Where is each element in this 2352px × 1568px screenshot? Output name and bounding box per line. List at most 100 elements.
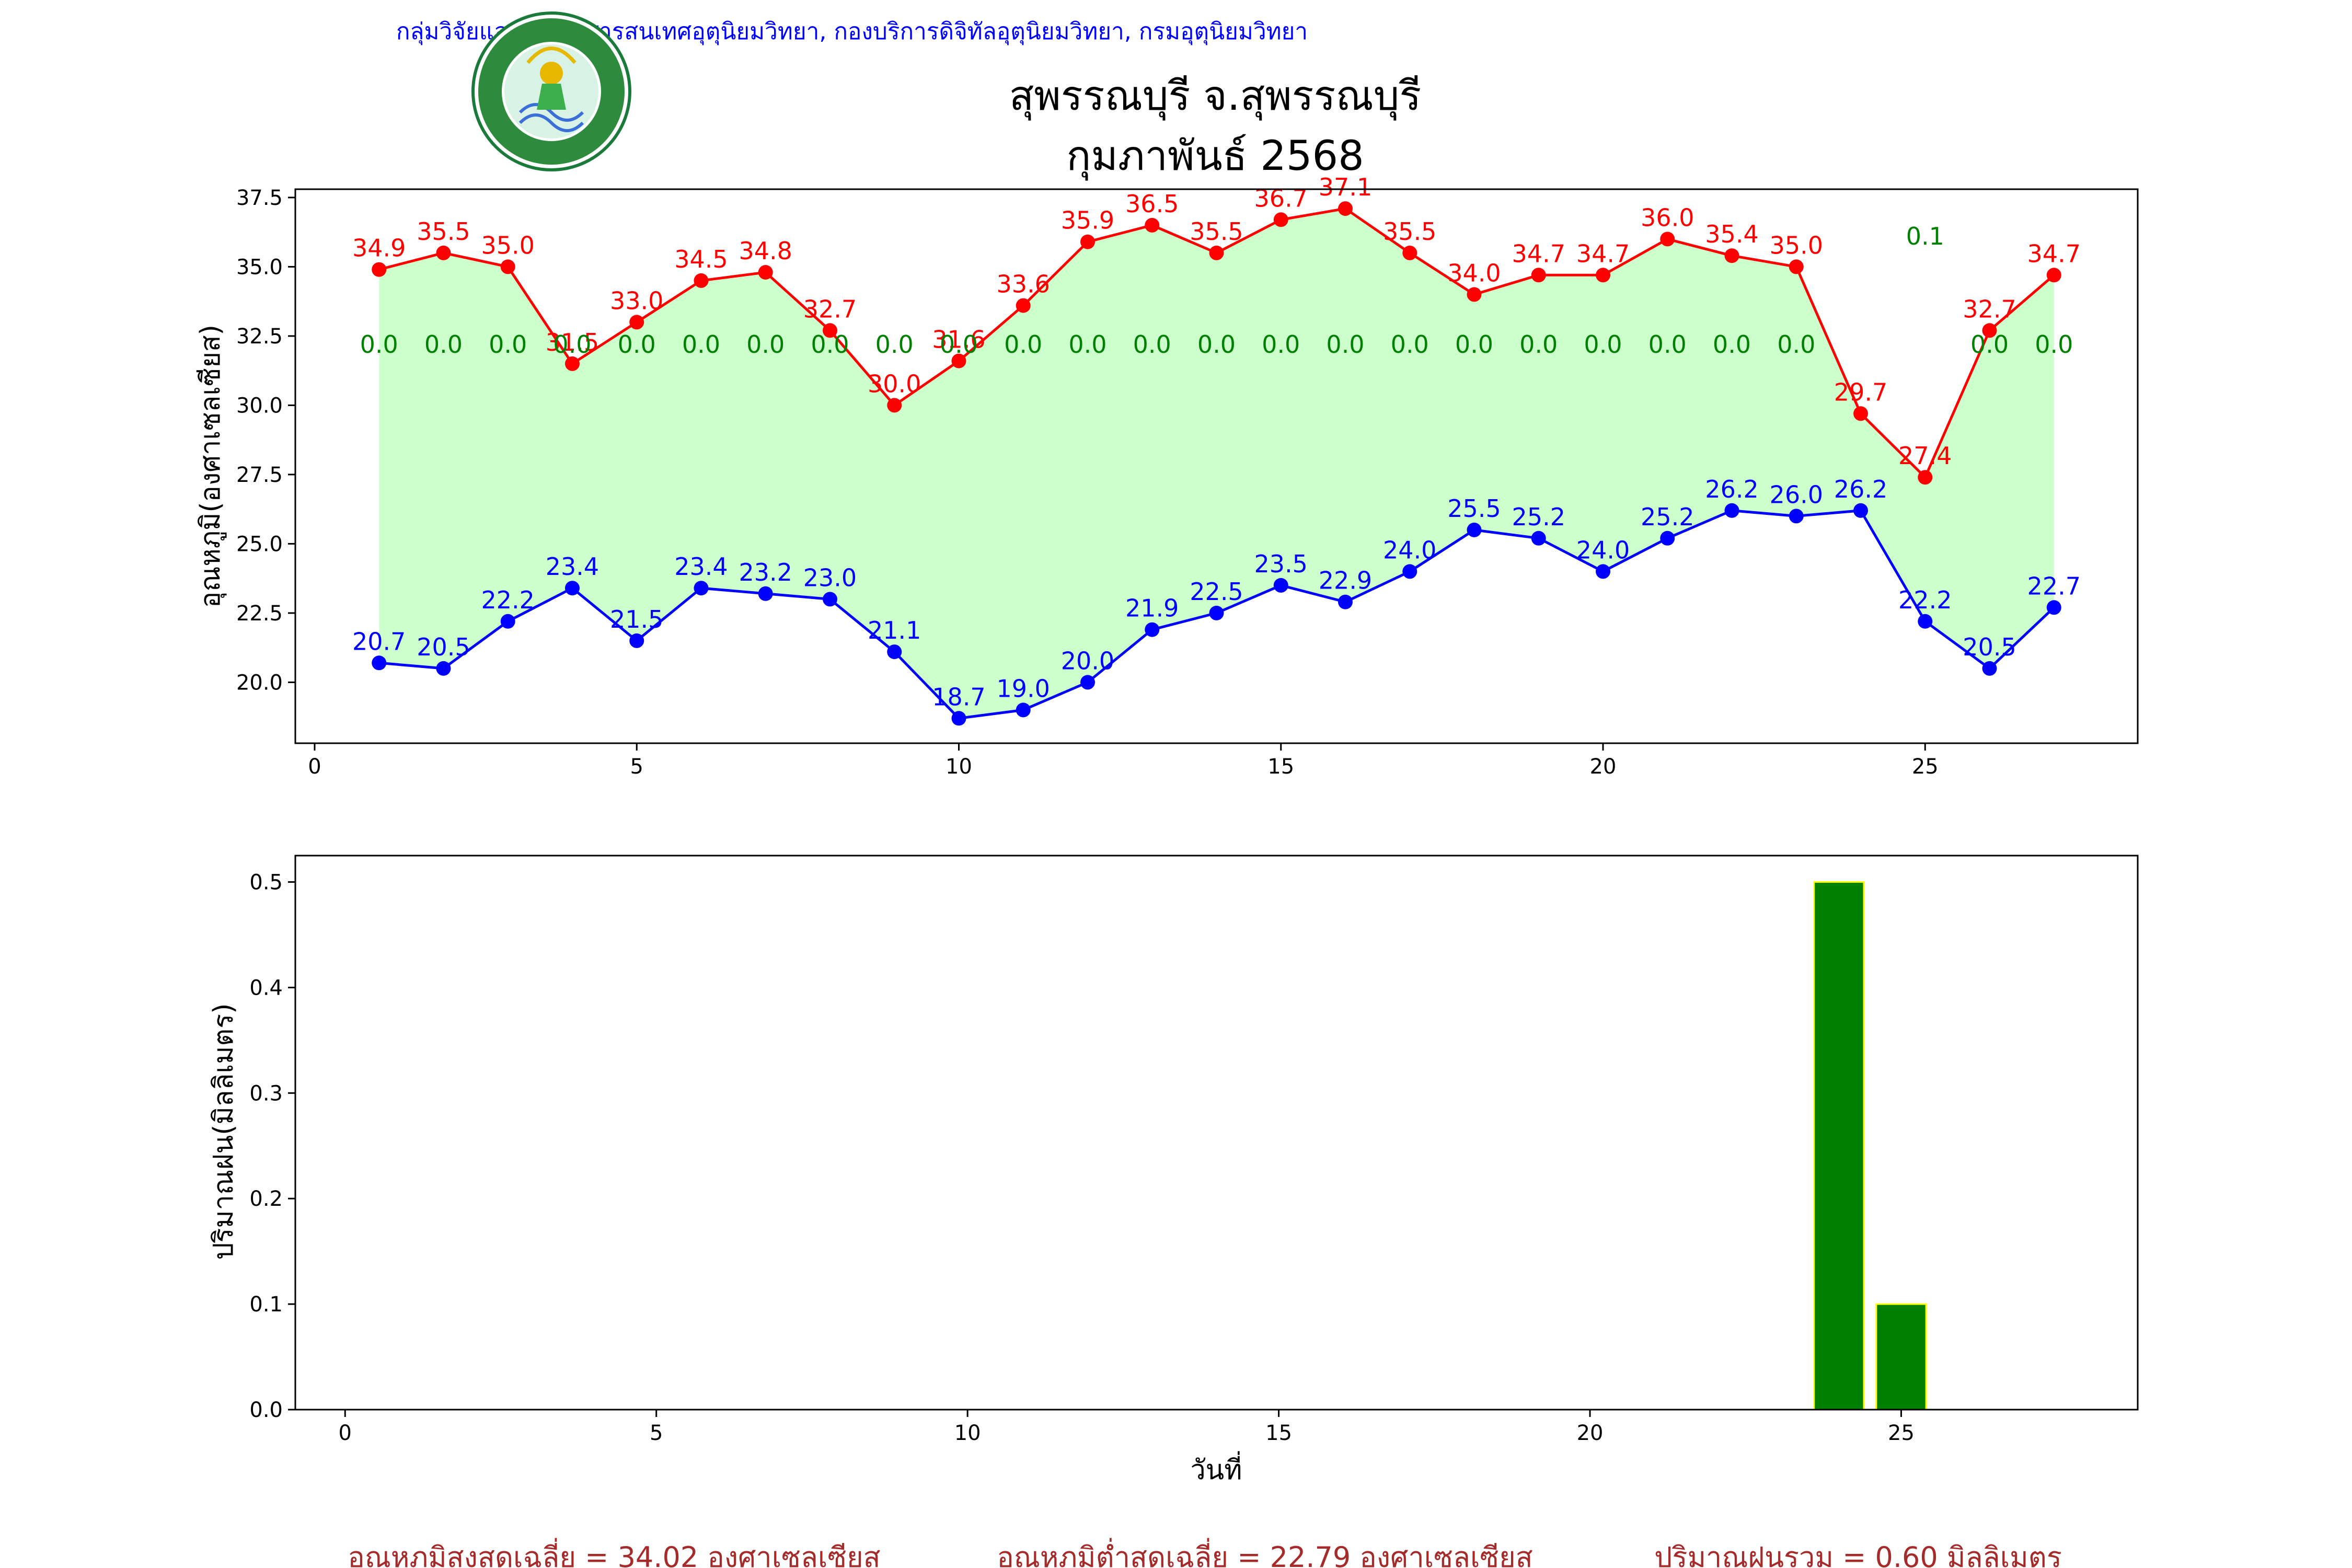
rain-annotation: 0.0	[1004, 330, 1042, 359]
min-temp-label: 22.9	[1319, 567, 1372, 595]
min-temp-label: 20.5	[1963, 633, 2016, 661]
rain-annotation: 0.0	[1519, 330, 1558, 359]
min-temp-point	[1145, 622, 1160, 637]
max-temp-label: 36.0	[1641, 203, 1694, 232]
max-temp-point	[1531, 268, 1546, 283]
min-temp-point	[951, 711, 966, 726]
max-temp-label: 35.0	[481, 231, 535, 259]
max-temp-point	[1596, 268, 1611, 283]
min-temp-label: 19.0	[997, 674, 1050, 702]
x-tick-label: 5	[650, 1421, 663, 1445]
x-tick-label: 25	[1888, 1421, 1915, 1445]
min-temp-label: 22.7	[2027, 572, 2081, 600]
max-temp-label: 36.7	[1254, 184, 1308, 212]
max-temp-label: 32.7	[1963, 295, 2016, 323]
y-tick-label: 0.5	[249, 870, 283, 894]
min-temp-point	[1016, 702, 1031, 718]
rain-annotation: 0.0	[940, 330, 978, 359]
max-temp-label: 34.7	[2027, 239, 2081, 268]
x-tick-label: 5	[630, 755, 643, 779]
max-temp-label: 34.5	[674, 245, 728, 273]
max-temp-point	[1016, 298, 1031, 313]
max-temp-label: 35.5	[417, 217, 470, 246]
tmd-logo	[471, 11, 631, 171]
rain-annotation: 0.0	[1262, 330, 1300, 359]
rain-annotation: 0.0	[1391, 330, 1429, 359]
y-tick-label: 0.1	[249, 1293, 283, 1317]
min-temp-label: 23.2	[739, 558, 792, 586]
y-tick-label: 0.4	[249, 976, 283, 1000]
min-temp-label: 26.2	[1834, 475, 1887, 503]
rain-annotation: 0.0	[553, 330, 591, 359]
min-temp-point	[564, 581, 580, 596]
min-temp-point	[1531, 531, 1546, 546]
max-temp-label: 31.6	[932, 326, 985, 354]
min-temp-label: 20.0	[1061, 647, 1114, 675]
rain-annotation: 0.1	[1906, 222, 1944, 250]
min-temp-label: 21.5	[610, 605, 663, 633]
min-temp-label: 23.0	[803, 563, 857, 592]
min-temp-point	[1724, 503, 1739, 518]
max-temp-label: 37.1	[1319, 173, 1372, 201]
footer-avg-min: อุณหภูมิต่ำสุดเฉลี่ย = 22.79 องศาเซลเซีย…	[997, 1538, 1532, 1568]
min-temp-point	[694, 581, 709, 596]
min-temp-point	[1080, 675, 1095, 690]
min-temp-point	[629, 633, 644, 648]
min-temp-label: 23.5	[1254, 550, 1308, 578]
max-temp-label: 33.6	[997, 270, 1050, 298]
min-temp-point	[2046, 600, 2061, 615]
max-temp-label: 35.5	[1190, 217, 1243, 246]
max-temp-label: 34.7	[1576, 239, 1630, 268]
max-temp-label: 32.7	[803, 295, 857, 323]
max-temp-label: 29.7	[1834, 378, 1887, 406]
rain-annotation: 0.0	[2035, 330, 2073, 359]
max-temp-point	[1338, 201, 1353, 216]
x-tick-label: 20	[1590, 755, 1617, 779]
max-temp-point	[1724, 248, 1739, 263]
rain-annotation: 0.0	[618, 330, 656, 359]
y-tick-label: 0.3	[249, 1081, 283, 1105]
rainfall-y-axis-label: ปริมาณฝน(มิลลิเมตร)	[208, 1003, 239, 1260]
min-temp-label: 23.4	[546, 552, 599, 581]
x-tick-label: 0	[339, 1421, 352, 1445]
min-temp-label: 24.0	[1576, 536, 1630, 564]
max-temp-point	[564, 356, 580, 371]
max-temp-label: 34.7	[1512, 239, 1565, 268]
rain-annotation: 0.0	[875, 330, 914, 359]
max-temp-label: 35.4	[1705, 220, 1758, 248]
max-temp-point	[500, 259, 515, 274]
min-temp-point	[1596, 564, 1611, 579]
rain-annotation: 0.0	[1455, 330, 1493, 359]
min-temp-point	[1982, 661, 1997, 676]
min-temp-point	[436, 661, 451, 676]
min-temp-point	[1402, 564, 1417, 579]
rain-annotation: 0.0	[424, 330, 463, 359]
min-temp-label: 22.5	[1190, 578, 1243, 606]
x-tick-label: 15	[1265, 1421, 1292, 1445]
rain-annotation: 0.0	[1326, 330, 1364, 359]
max-temp-label: 34.9	[352, 234, 406, 262]
min-temp-point	[1789, 509, 1804, 524]
rain-annotation: 0.0	[746, 330, 785, 359]
rain-annotation: 0.0	[1648, 330, 1687, 359]
y-tick-label: 30.0	[236, 394, 283, 418]
max-temp-point	[1660, 232, 1675, 247]
x-tick-label: 15	[1267, 755, 1294, 779]
x-tick-label: 20	[1577, 1421, 1604, 1445]
max-temp-label: 35.9	[1061, 206, 1114, 235]
min-temp-point	[758, 586, 773, 601]
min-temp-label: 23.4	[674, 552, 728, 581]
station-title: สุพรรณบุรี จ.สุพรรณบุรี	[1009, 73, 1421, 121]
temperature-plot-frame	[294, 188, 2139, 744]
y-tick-label: 37.5	[236, 186, 283, 210]
temperature-y-axis-label: อุณหภูมิ(องศาเซลเซียส)	[195, 325, 227, 608]
rain-annotation: 0.0	[360, 330, 398, 359]
max-temp-point	[887, 398, 902, 413]
y-tick-label: 35.0	[236, 255, 283, 279]
min-temp-label: 26.0	[1770, 480, 1823, 509]
rain-bar	[1813, 881, 1865, 1411]
min-temp-label: 20.7	[352, 627, 406, 655]
min-temp-point	[1467, 522, 1482, 537]
max-temp-point	[1273, 212, 1288, 227]
